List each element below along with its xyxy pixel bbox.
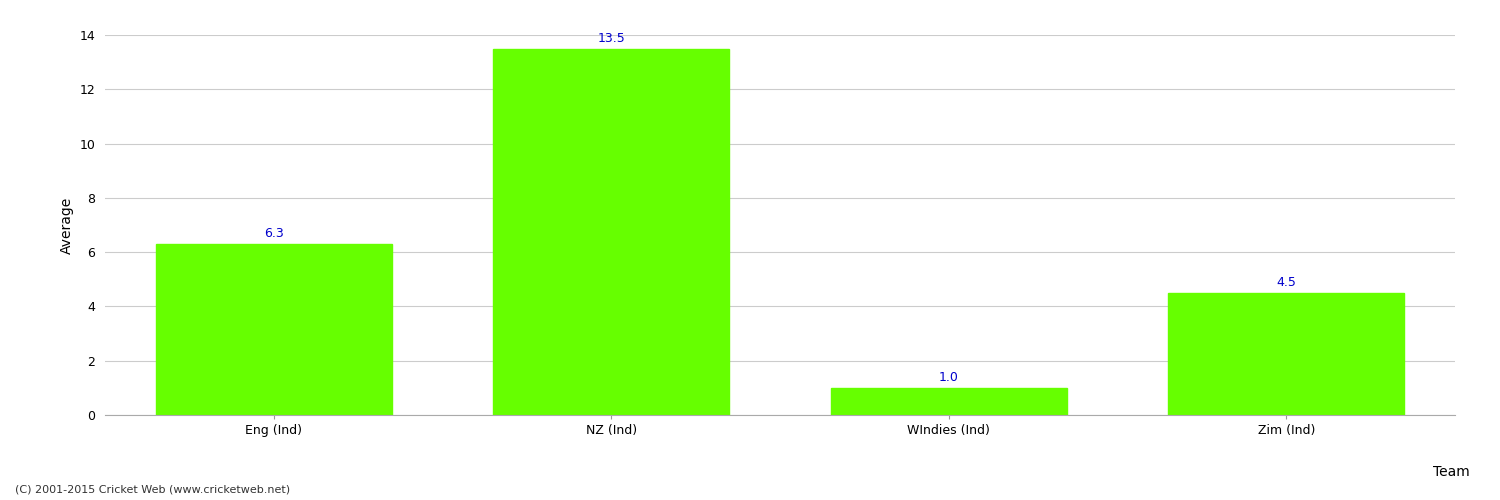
- Text: 13.5: 13.5: [597, 32, 626, 44]
- Text: 1.0: 1.0: [939, 371, 958, 384]
- Bar: [1168, 293, 1404, 415]
- Y-axis label: Average: Average: [60, 196, 74, 254]
- Text: (C) 2001-2015 Cricket Web (www.cricketweb.net): (C) 2001-2015 Cricket Web (www.cricketwe…: [15, 485, 290, 495]
- Text: Team: Team: [1434, 465, 1470, 479]
- Text: 4.5: 4.5: [1276, 276, 1296, 289]
- Bar: [494, 48, 729, 415]
- Text: 6.3: 6.3: [264, 227, 284, 240]
- Bar: [156, 244, 392, 415]
- Bar: [831, 388, 1066, 415]
